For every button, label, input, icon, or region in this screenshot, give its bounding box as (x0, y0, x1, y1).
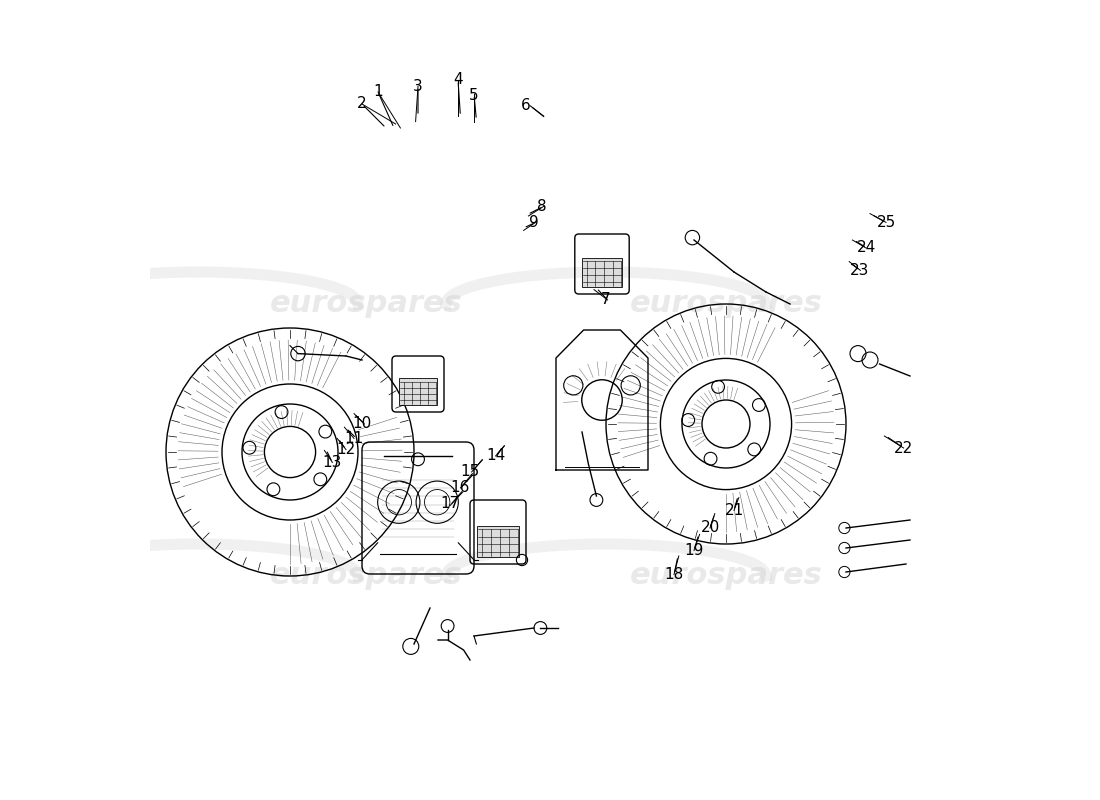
Text: 13: 13 (322, 455, 342, 470)
Text: 12: 12 (337, 442, 355, 457)
Text: 15: 15 (461, 465, 480, 479)
Text: 4: 4 (453, 73, 463, 87)
Bar (399, 378, 437, 405)
Text: 18: 18 (664, 567, 683, 582)
Text: 16: 16 (451, 481, 470, 495)
Text: 21: 21 (725, 503, 744, 518)
Bar (477, 526, 519, 557)
Text: 25: 25 (877, 215, 895, 230)
Text: 24: 24 (857, 241, 876, 255)
Text: 10: 10 (352, 417, 372, 431)
Text: 7: 7 (602, 293, 610, 307)
Text: eurospares: eurospares (629, 562, 823, 590)
Text: 20: 20 (701, 521, 719, 535)
Text: 9: 9 (529, 215, 539, 230)
Text: 11: 11 (344, 431, 364, 446)
Text: 14: 14 (486, 449, 505, 463)
Text: eurospares: eurospares (629, 290, 823, 318)
Text: 1: 1 (373, 85, 383, 99)
Text: 3: 3 (414, 79, 422, 94)
Text: 2: 2 (358, 97, 366, 111)
Text: 5: 5 (470, 89, 478, 103)
Bar (582, 258, 621, 286)
Text: 8: 8 (537, 199, 547, 214)
Text: eurospares: eurospares (270, 562, 462, 590)
Text: 17: 17 (440, 497, 460, 511)
Text: 6: 6 (521, 98, 531, 113)
Text: 19: 19 (684, 543, 704, 558)
Text: eurospares: eurospares (270, 290, 462, 318)
Text: 23: 23 (850, 263, 869, 278)
Text: 22: 22 (894, 441, 913, 455)
